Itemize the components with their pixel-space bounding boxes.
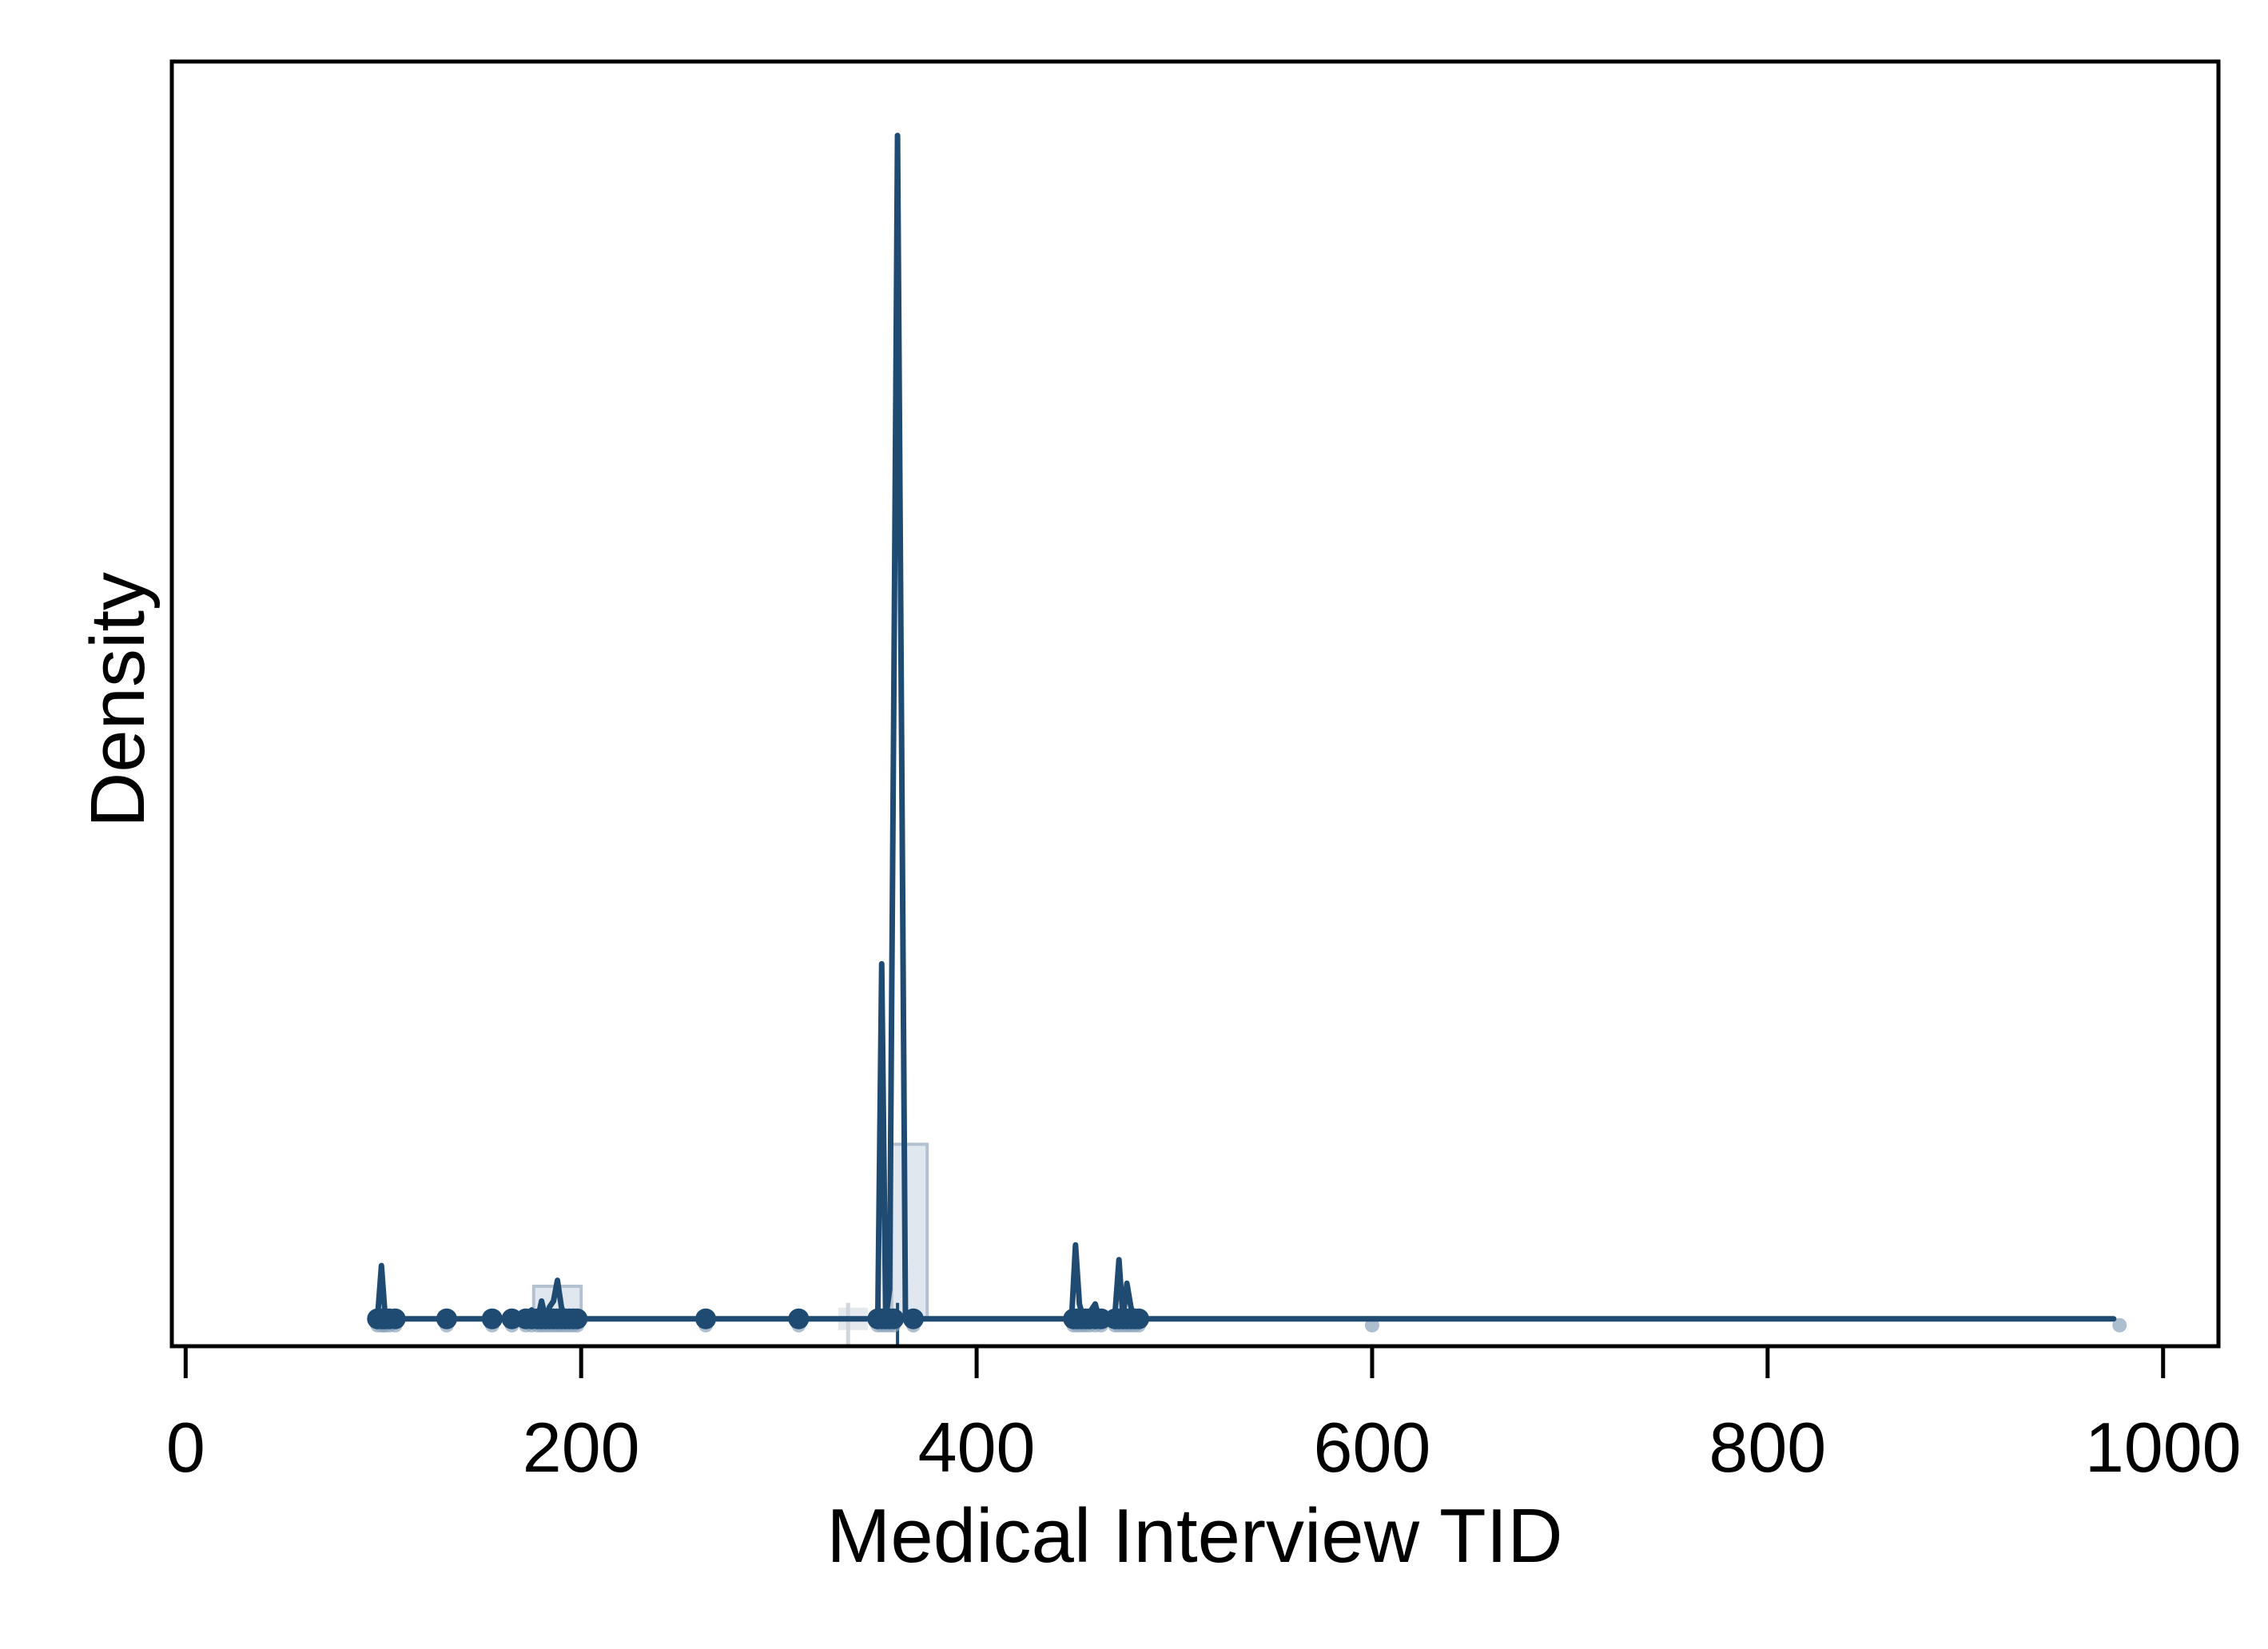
x-tick-label-200: 200 <box>523 1408 640 1487</box>
plot-frame <box>169 59 2221 1349</box>
x-tick-label-600: 600 <box>1314 1408 1431 1487</box>
x-tick-label-400: 400 <box>918 1408 1036 1487</box>
x-tick-label-0: 0 <box>166 1408 205 1487</box>
y-axis-title: Density <box>75 572 161 828</box>
x-tick-label-800: 800 <box>1709 1408 1826 1487</box>
x-axis: 0 200 400 600 800 1000 <box>166 1346 2242 1487</box>
rug-point-44 <box>1364 1317 1379 1333</box>
x-tick-label-1000: 1000 <box>2085 1408 2242 1487</box>
chart-marks <box>367 133 2127 1345</box>
x-axis-title: Medical Interview TID <box>826 1493 1562 1579</box>
rug-point-45 <box>2112 1317 2127 1333</box>
histogram-bar-1 <box>889 1142 929 1321</box>
density-curve <box>374 133 2117 1322</box>
